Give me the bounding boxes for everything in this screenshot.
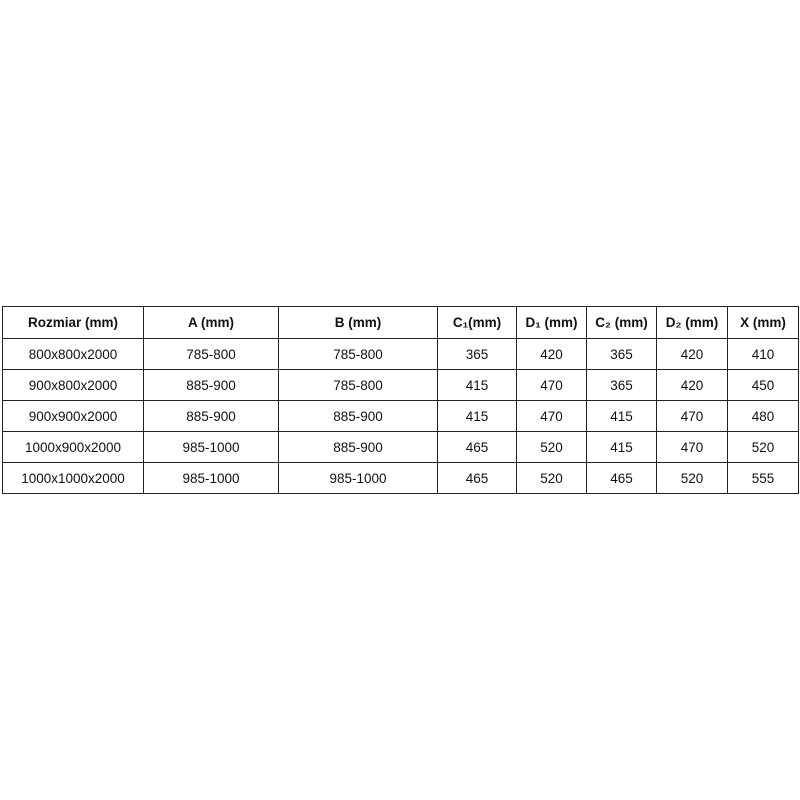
table-cell: 885-900 (278, 431, 438, 463)
table-cell: 450 (727, 369, 799, 401)
table-row: 800x800x2000 785-800 785-800 365 420 365 420 41… (2, 338, 799, 370)
column-header: C₁(mm) (437, 306, 517, 339)
table-cell: 465 (437, 431, 517, 463)
table-cell: 415 (586, 431, 657, 463)
column-header: D₁ (mm) (516, 306, 587, 339)
table-row: 900x800x2000 885-900 785-800 415 470 365 420 45… (2, 369, 799, 401)
table-cell: 415 (586, 400, 657, 432)
table-cell: 785-800 (278, 369, 438, 401)
table-cell: 555 (727, 462, 799, 494)
table-row: 900x900x2000 885-900 885-900 415 470 415 470 48… (2, 400, 799, 432)
column-header: C₂ (mm) (586, 306, 657, 339)
table-row: 1000x900x2000 985-1000 885-900 465 520 415 470… (2, 431, 799, 463)
column-header: D₂ (mm) (656, 306, 728, 339)
table-cell: 800x800x2000 (2, 338, 144, 370)
table-cell: 365 (586, 369, 657, 401)
table-cell: 420 (516, 338, 587, 370)
table-cell: 365 (437, 338, 517, 370)
table-cell: 885-900 (278, 400, 438, 432)
table-cell: 470 (516, 369, 587, 401)
table-cell: 410 (727, 338, 799, 370)
table-cell: 900x800x2000 (2, 369, 144, 401)
table-cell: 420 (656, 369, 728, 401)
table-cell: 365 (586, 338, 657, 370)
table-cell: 520 (656, 462, 728, 494)
table-cell: 985-1000 (143, 462, 279, 494)
table-cell: 520 (727, 431, 799, 463)
table-cell: 520 (516, 431, 587, 463)
column-header: A (mm) (143, 306, 279, 339)
table-cell: 465 (437, 462, 517, 494)
dimensions-table: Rozmiar (mm) A (mm) B (mm) C₁(mm) D₁ (mm) C₂ … (2, 306, 799, 494)
table-cell: 885-900 (143, 400, 279, 432)
table-cell: 520 (516, 462, 587, 494)
column-header: Rozmiar (mm) (2, 306, 144, 339)
header-row: Rozmiar (mm) A (mm) B (mm) C₁(mm) D₁ (mm) C₂ … (2, 306, 799, 339)
table-cell: 420 (656, 338, 728, 370)
table-cell: 1000x900x2000 (2, 431, 144, 463)
column-header: X (mm) (727, 306, 799, 339)
table-cell: 985-1000 (143, 431, 279, 463)
table-cell: 785-800 (143, 338, 279, 370)
table-cell: 470 (656, 431, 728, 463)
table-cell: 985-1000 (278, 462, 438, 494)
table-cell: 900x900x2000 (2, 400, 144, 432)
table-cell: 470 (516, 400, 587, 432)
table-row: 1000x1000x2000 985-1000 985-1000 465 520 465 5… (2, 462, 799, 494)
table-cell: 1000x1000x2000 (2, 462, 144, 494)
column-header: B (mm) (278, 306, 438, 339)
table-cell: 885-900 (143, 369, 279, 401)
table-cell: 465 (586, 462, 657, 494)
table-cell: 415 (437, 369, 517, 401)
table-cell: 415 (437, 400, 517, 432)
table-cell: 785-800 (278, 338, 438, 370)
table-cell: 480 (727, 400, 799, 432)
table-cell: 470 (656, 400, 728, 432)
